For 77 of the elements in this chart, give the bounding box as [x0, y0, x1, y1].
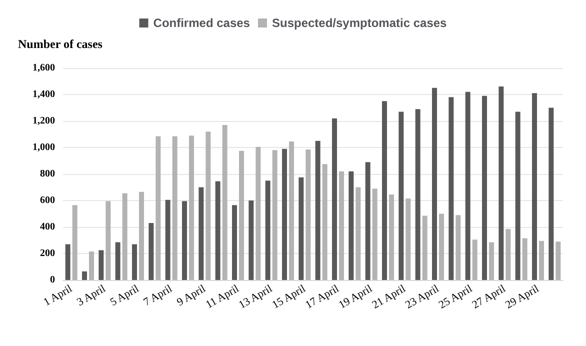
y-tick-label: 1,600: [32, 62, 55, 74]
bar: [415, 109, 420, 280]
bar: [465, 92, 470, 280]
bar: [439, 214, 444, 280]
bar: [539, 240, 544, 280]
bar: [315, 140, 320, 280]
bar: [422, 216, 428, 280]
bar: [206, 132, 211, 280]
bar: [498, 86, 504, 280]
y-tick-label: 600: [40, 195, 55, 206]
bar: [182, 201, 187, 280]
x-tick-label: 1 April: [42, 282, 74, 309]
bar: [272, 150, 278, 280]
bar: [372, 188, 378, 280]
bar: [489, 242, 494, 280]
bar: [165, 200, 170, 280]
bar: [532, 93, 537, 280]
legend-label: Suspected/symptomatic cases: [272, 16, 448, 30]
bar: [515, 112, 520, 280]
bar: [406, 198, 411, 280]
bar: [239, 150, 244, 280]
y-tick-label: 1,000: [32, 142, 55, 153]
bar: [432, 88, 437, 280]
bar: [106, 201, 111, 280]
x-tick-label: 3 April: [74, 282, 108, 309]
y-tick-label: 1,200: [32, 116, 55, 126]
bar: [232, 205, 237, 280]
bar: [172, 136, 178, 280]
bar: [548, 108, 554, 280]
bar: [448, 97, 454, 280]
bar: [356, 187, 361, 280]
bar: [89, 252, 94, 280]
bar: [472, 240, 478, 280]
bar: [282, 148, 287, 280]
bar: [332, 118, 337, 280]
bar: [222, 124, 228, 280]
bar: [256, 146, 261, 280]
bar: [82, 271, 87, 280]
y-tick-label: 0: [50, 274, 55, 286]
y-tick-label: 200: [40, 248, 55, 259]
bar: [382, 101, 387, 280]
x-tick-label: 9 April: [174, 282, 208, 309]
bar: [98, 250, 104, 280]
bar: [506, 228, 511, 280]
bar: [148, 223, 154, 280]
y-axis-title: Number of cases: [18, 37, 103, 51]
x-tick-label: 5 April: [108, 282, 141, 309]
bar: [115, 242, 120, 280]
bar: [339, 171, 344, 280]
y-tick-label: 400: [40, 222, 55, 232]
bar: [65, 244, 70, 280]
y-tick-label: 1,400: [32, 89, 55, 100]
x-tick-label: 7 April: [142, 282, 174, 309]
bar: [122, 193, 128, 280]
bar: [72, 205, 78, 280]
bar: [215, 181, 220, 280]
bar: [556, 242, 561, 280]
bar: [306, 149, 311, 280]
bar: [522, 238, 528, 280]
bar: [322, 164, 328, 280]
bar: [189, 136, 194, 280]
bar: [248, 200, 254, 280]
bar: [289, 142, 294, 280]
bar: [389, 194, 394, 280]
bar: [139, 192, 144, 280]
bar: [348, 171, 354, 280]
y-tick-label: 800: [40, 168, 55, 180]
bar: [482, 96, 487, 280]
bar: [298, 177, 304, 280]
bar: [156, 136, 161, 280]
bar: [456, 215, 461, 280]
bar: [398, 112, 404, 280]
bar: [198, 187, 204, 280]
legend-label: Confirmed cases: [153, 16, 250, 30]
bar: [132, 244, 137, 280]
bar: [365, 162, 370, 280]
bar: [265, 180, 270, 280]
